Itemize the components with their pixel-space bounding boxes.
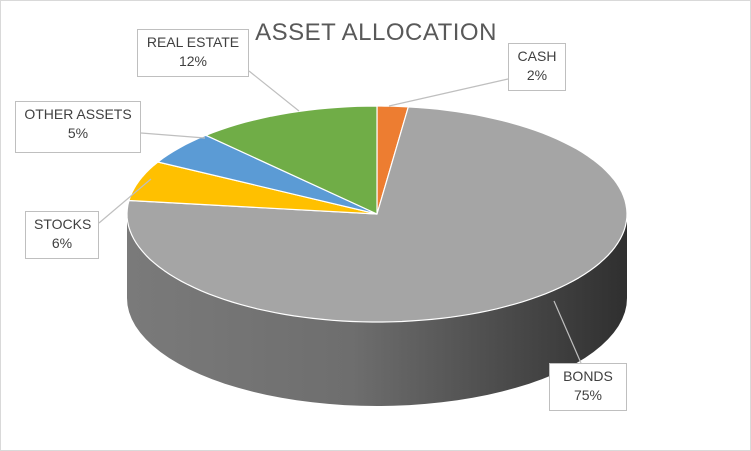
callout-other-assets-name: OTHER ASSETS [24, 106, 132, 122]
callout-real-estate-name: REAL ESTATE [146, 34, 240, 50]
pie-side-bonds [127, 214, 627, 406]
leader-line-cash [388, 78, 509, 107]
callout-cash-name: CASH [517, 48, 557, 64]
callout-bonds: BONDS 75% [549, 363, 627, 411]
pie-slice-real-estate [205, 105, 378, 215]
callout-other-assets: OTHER ASSETS 5% [15, 101, 141, 153]
chart-title: ASSET ALLOCATION [255, 19, 497, 46]
callout-stocks-value: 6% [51, 235, 73, 251]
leader-line-bonds [553, 300, 582, 364]
callout-stocks-name: STOCKS [34, 216, 92, 232]
leader-line-real-estate [248, 70, 300, 112]
callout-real-estate-value: 12% [178, 53, 208, 69]
callout-cash: CASH 2% [508, 43, 566, 91]
callout-real-estate: REAL ESTATE 12% [137, 29, 249, 77]
callout-bonds-name: BONDS [563, 368, 613, 384]
callout-cash-value: 2% [526, 67, 548, 83]
callout-stocks: STOCKS 6% [25, 211, 99, 259]
callout-bonds-value: 75% [573, 387, 603, 403]
leader-line-other-assets [140, 132, 206, 139]
callout-other-assets-value: 5% [67, 125, 89, 141]
leader-line-stocks [98, 178, 152, 224]
